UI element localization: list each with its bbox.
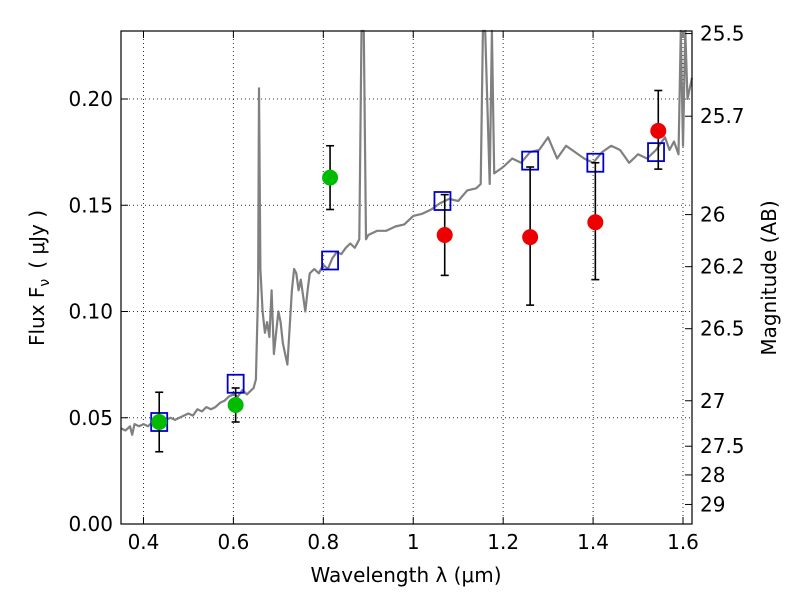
x-axis-label: Wavelength λ (μm) — [310, 563, 501, 587]
x-tick-label: 0.4 — [128, 530, 160, 554]
synthetic-flux-box — [321, 250, 339, 271]
x-tick-label: 1.6 — [667, 530, 699, 554]
right-tick-label: 26 — [700, 203, 725, 227]
right-tick-label: 25.7 — [700, 104, 745, 128]
right-tick-label: 27 — [700, 389, 725, 413]
y-axis-label-main: Flux F — [25, 287, 49, 346]
right-tick-label: 29 — [700, 492, 725, 516]
y-axis-label-units: ( μJy ) — [25, 210, 49, 269]
y-tick-label: 0.15 — [68, 193, 113, 217]
grid-lines — [121, 31, 692, 525]
x-tick-label: 1.4 — [577, 530, 609, 554]
synthetic-flux-box — [647, 142, 665, 163]
plot-frame — [120, 30, 693, 525]
synthetic-photometry-boxes — [150, 142, 665, 432]
right-tick-label: 26.5 — [700, 317, 745, 341]
observed-photometry-points — [151, 122, 667, 430]
red-data-point — [587, 214, 604, 231]
y-axis-label-subscript: ν — [37, 279, 53, 287]
right-tick-label: 28 — [700, 463, 725, 487]
red-data-point — [522, 229, 539, 246]
red-data-point — [650, 122, 667, 139]
green-data-point — [227, 397, 244, 413]
x-tick-label: 0.8 — [307, 530, 339, 554]
red-data-point — [436, 227, 453, 243]
x-tick-label: 0.6 — [217, 530, 249, 554]
x-tick-label: 1 — [407, 530, 420, 554]
error-bars — [155, 89, 663, 453]
y-tick-label: 0.05 — [68, 406, 113, 430]
right-tick-label: 27.5 — [700, 434, 745, 458]
synthetic-flux-box — [433, 191, 452, 211]
right-tick-label: 25.5 — [700, 22, 745, 46]
y-tick-label: 0.10 — [68, 300, 113, 324]
right-axis-label: Magnitude (AB) — [757, 200, 781, 355]
right-tick-label: 26.2 — [700, 255, 745, 279]
y-tick-label: 0.20 — [68, 87, 113, 111]
green-data-point — [322, 169, 339, 186]
model-spectrum-line — [120, 29, 694, 436]
green-data-point — [151, 414, 168, 430]
y-axis-label: Flux Fν ( μJy ) — [25, 210, 53, 346]
y-tick-label: 0.00 — [68, 512, 113, 536]
axis-ticks: 0.4 0.6 0.8 1 1.2 1.4 1.6 0.00 0.05 0.10 0.15 0.20 2… — [68, 22, 744, 554]
x-tick-label: 1.2 — [487, 530, 519, 554]
spectrum-layer — [120, 29, 694, 436]
